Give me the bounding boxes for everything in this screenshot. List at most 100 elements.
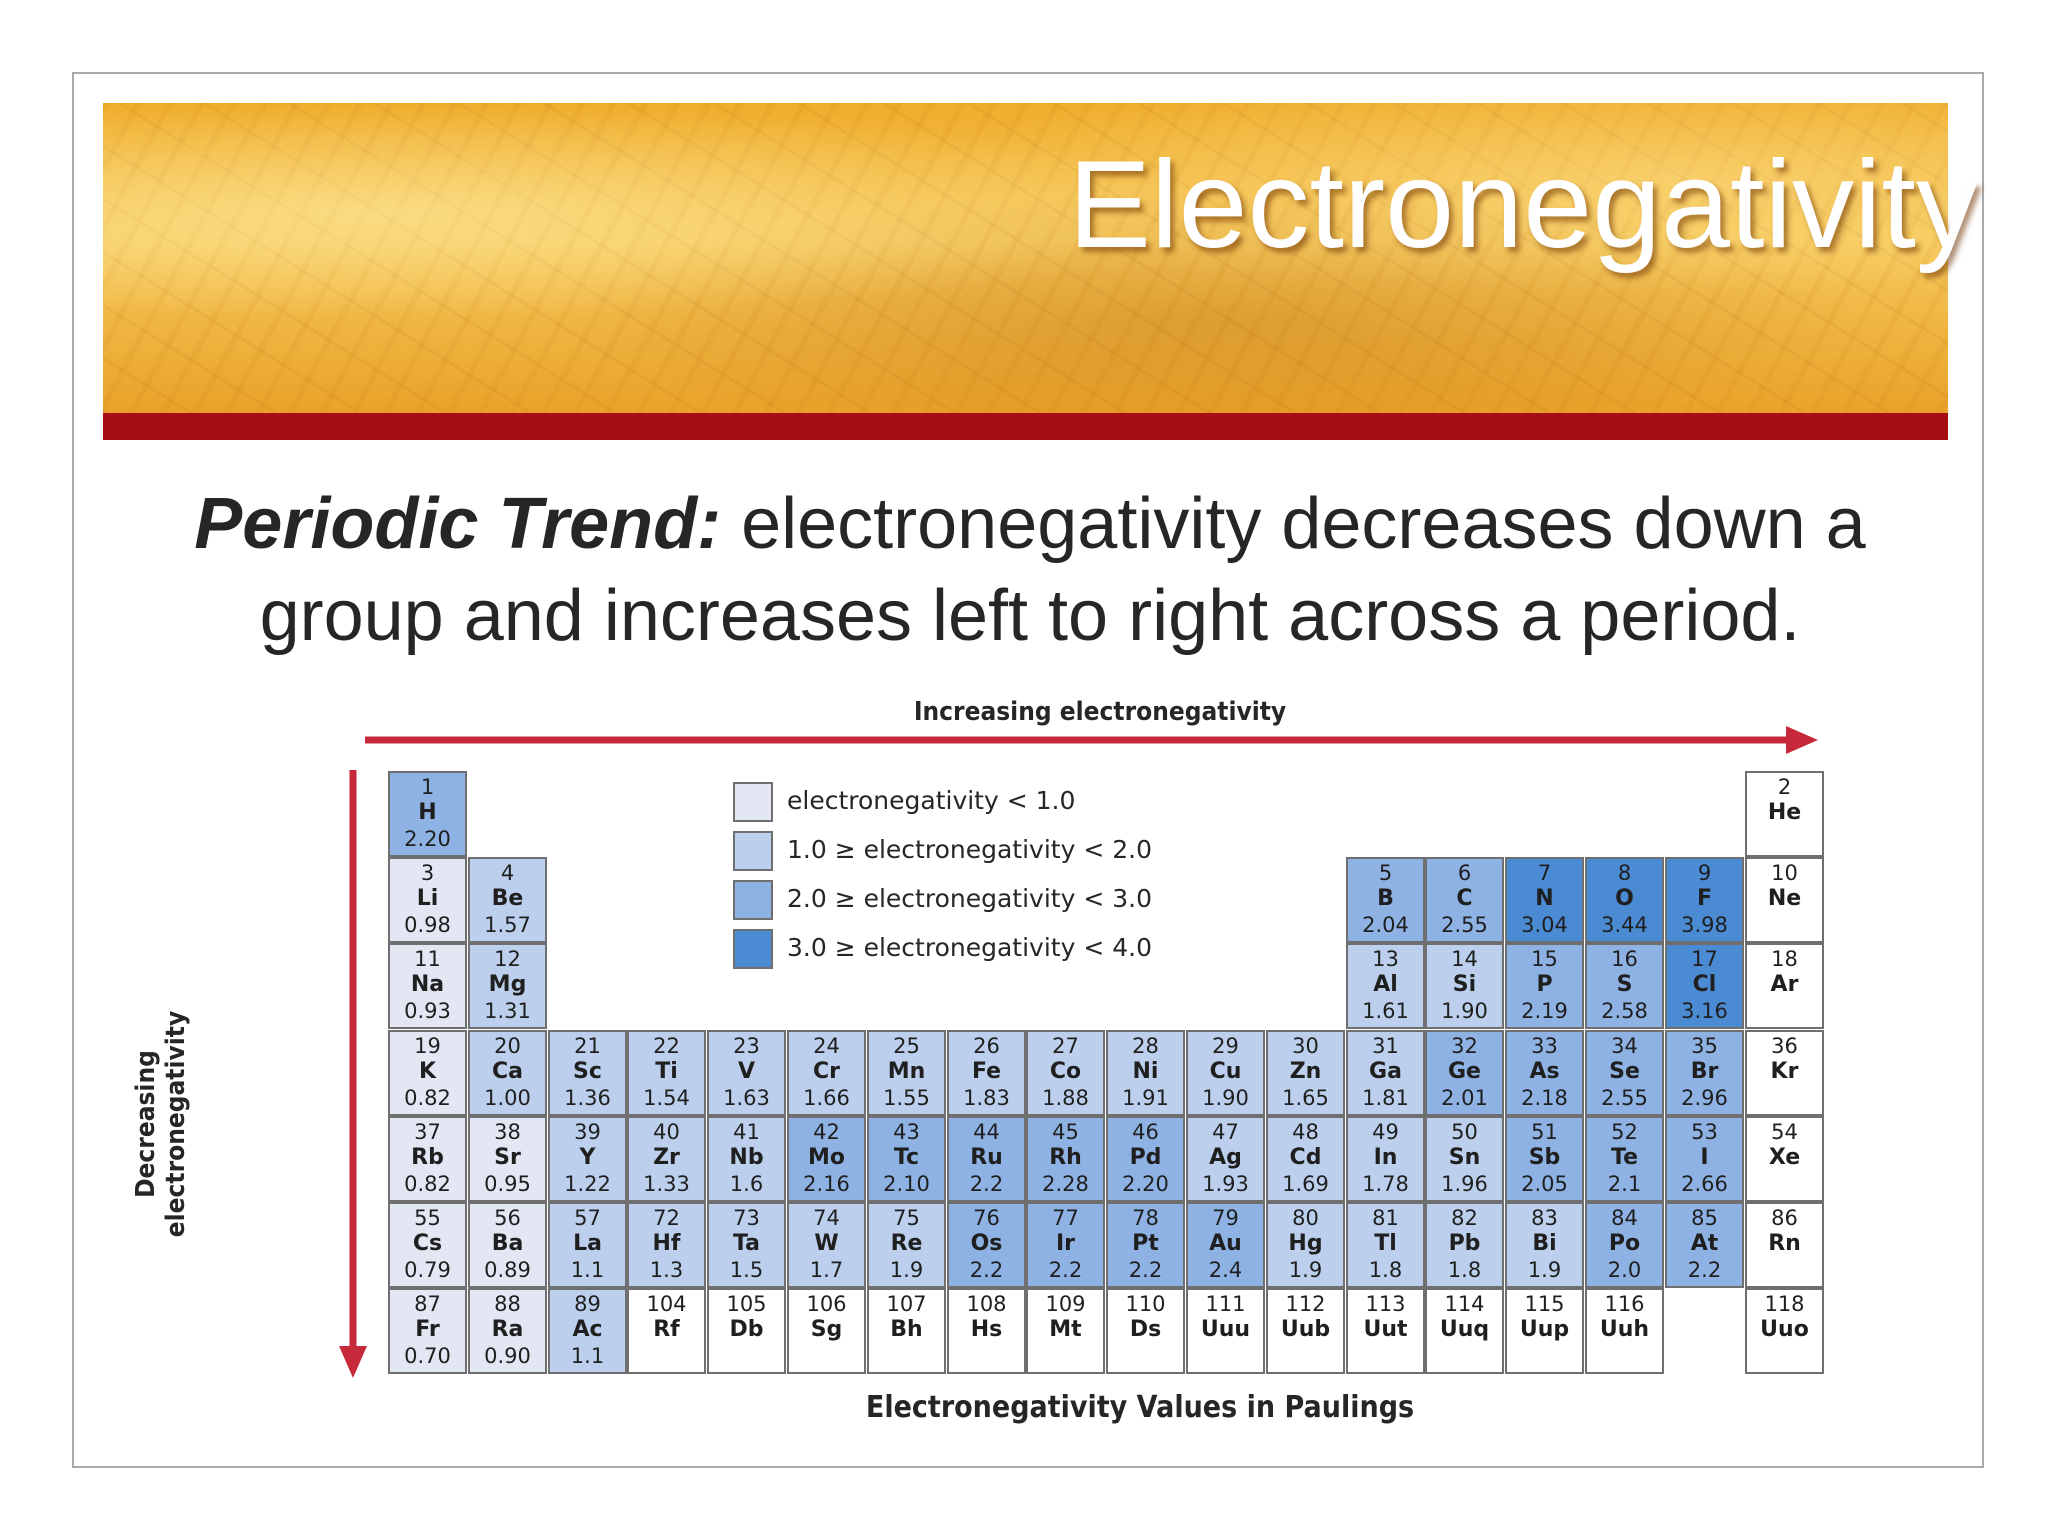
element-symbol: Uuh: [1599, 1317, 1650, 1342]
element-symbol: La: [573, 1231, 602, 1256]
element-cell-la: 57 La 1.1: [548, 1202, 627, 1288]
element-symbol: K: [418, 1059, 437, 1084]
element-symbol: Ne: [1767, 886, 1802, 911]
element-symbol: Si: [1452, 972, 1477, 997]
electronegativity-value: 1.90: [1441, 999, 1488, 1023]
electronegativity-value: 2.16: [803, 1172, 850, 1196]
atomic-number: 88: [494, 1292, 521, 1316]
element-symbol: Rn: [1768, 1231, 1801, 1256]
element-symbol: Li: [416, 886, 439, 911]
element-cell-uuu: 111 Uuu: [1186, 1288, 1265, 1374]
atomic-number: 55: [414, 1206, 441, 1230]
electronegativity-value: 2.4: [1208, 1258, 1243, 1282]
atomic-number: 10: [1771, 861, 1798, 885]
electronegativity-value: 1.22: [564, 1172, 611, 1196]
electronegativity-value: 0.95: [484, 1172, 531, 1196]
atomic-number: 27: [1052, 1034, 1079, 1058]
element-symbol: Tl: [1374, 1231, 1397, 1256]
atomic-number: 81: [1372, 1206, 1399, 1230]
electronegativity-value: 2.18: [1521, 1086, 1568, 1110]
element-symbol: Kr: [1770, 1059, 1799, 1084]
element-cell-mt: 109 Mt: [1026, 1288, 1105, 1374]
element-cell-hg: 80 Hg 1.9: [1266, 1202, 1345, 1288]
element-cell-zn: 30 Zn 1.65: [1266, 1030, 1345, 1116]
element-symbol: Au: [1209, 1231, 1242, 1256]
element-symbol: He: [1767, 800, 1802, 825]
element-symbol: Nb: [729, 1145, 764, 1170]
electronegativity-value: 1.96: [1441, 1172, 1488, 1196]
atomic-number: 6: [1457, 861, 1472, 885]
element-symbol: Ni: [1132, 1059, 1159, 1084]
atomic-number: 78: [1132, 1206, 1159, 1230]
atomic-number: 72: [653, 1206, 680, 1230]
atomic-number: 111: [1205, 1292, 1246, 1316]
element-symbol: Ar: [1770, 972, 1799, 997]
element-symbol: Pd: [1129, 1145, 1162, 1170]
element-symbol: Co: [1049, 1059, 1082, 1084]
element-cell-ar: 18 Ar: [1745, 943, 1824, 1029]
electronegativity-value: 0.70: [404, 1344, 451, 1368]
element-cell-sb: 51 Sb 2.05: [1505, 1116, 1584, 1202]
electronegativity-value: 2.96: [1681, 1086, 1728, 1110]
atomic-number: 19: [414, 1034, 441, 1058]
element-cell-br: 35 Br 2.96: [1665, 1030, 1744, 1116]
element-symbol: Db: [729, 1317, 764, 1342]
legend-label: 2.0 ≥ electronegativity < 3.0: [787, 884, 1152, 913]
element-symbol: Uuu: [1200, 1317, 1251, 1342]
electronegativity-value: 2.1: [1607, 1172, 1642, 1196]
electronegativity-value: 2.58: [1601, 999, 1648, 1023]
electronegativity-value: 1.9: [1527, 1258, 1562, 1282]
atomic-number: 37: [414, 1120, 441, 1144]
atomic-number: 74: [813, 1206, 840, 1230]
electronegativity-value: 2.2: [1048, 1258, 1083, 1282]
atomic-number: 40: [653, 1120, 680, 1144]
element-cell-ne: 10 Ne: [1745, 857, 1824, 943]
electronegativity-value: 2.2: [1128, 1258, 1163, 1282]
element-cell-co: 27 Co 1.88: [1026, 1030, 1105, 1116]
atomic-number: 45: [1052, 1120, 1079, 1144]
element-cell-os: 76 Os 2.2: [947, 1202, 1026, 1288]
electronegativity-value: 1.31: [484, 999, 531, 1023]
electronegativity-value: 2.20: [404, 827, 451, 851]
element-symbol: F: [1696, 886, 1713, 911]
element-symbol: At: [1690, 1231, 1719, 1256]
element-symbol: Cs: [412, 1231, 443, 1256]
element-symbol: Sb: [1528, 1145, 1561, 1170]
element-cell-au: 79 Au 2.4: [1186, 1202, 1265, 1288]
atomic-number: 8: [1617, 861, 1632, 885]
element-symbol: Rf: [653, 1317, 680, 1342]
electronegativity-value: 2.2: [1687, 1258, 1722, 1282]
element-cell-bi: 83 Bi 1.9: [1505, 1202, 1584, 1288]
element-cell-sr: 38 Sr 0.95: [468, 1116, 547, 1202]
electronegativity-value: 1.8: [1368, 1258, 1403, 1282]
element-cell-ni: 28 Ni 1.91: [1106, 1030, 1185, 1116]
atomic-number: 57: [574, 1206, 601, 1230]
electronegativity-value: 1.9: [1288, 1258, 1323, 1282]
element-cell-sn: 50 Sn 1.96: [1425, 1116, 1504, 1202]
element-cell-li: 3 Li 0.98: [388, 857, 467, 943]
atomic-number: 12: [494, 947, 521, 971]
element-symbol: Cd: [1289, 1145, 1322, 1170]
element-cell-ru: 44 Ru 2.2: [947, 1116, 1026, 1202]
atomic-number: 104: [646, 1292, 687, 1316]
element-symbol: Uut: [1363, 1317, 1408, 1342]
element-symbol: P: [1536, 972, 1553, 997]
slide-subtitle: Periodic Trend: electronegativity decrea…: [100, 478, 1960, 662]
electronegativity-value: 0.82: [404, 1086, 451, 1110]
electronegativity-value: 2.2: [969, 1258, 1004, 1282]
electronegativity-value: 1.33: [643, 1172, 690, 1196]
element-symbol: Br: [1690, 1059, 1719, 1084]
atomic-number: 15: [1531, 947, 1558, 971]
element-symbol: Fe: [971, 1059, 1002, 1084]
element-cell-mo: 42 Mo 2.16: [787, 1116, 866, 1202]
element-symbol: Fr: [415, 1317, 440, 1342]
atomic-number: 36: [1771, 1034, 1798, 1058]
title-banner: [103, 103, 1948, 413]
electronegativity-value: 2.01: [1441, 1086, 1488, 1110]
element-cell-rh: 45 Rh 2.28: [1026, 1116, 1105, 1202]
element-symbol: Uuq: [1439, 1317, 1490, 1342]
element-symbol: Ba: [491, 1231, 524, 1256]
element-symbol: Pt: [1132, 1231, 1159, 1256]
atomic-number: 11: [414, 947, 441, 971]
atomic-number: 75: [893, 1206, 920, 1230]
